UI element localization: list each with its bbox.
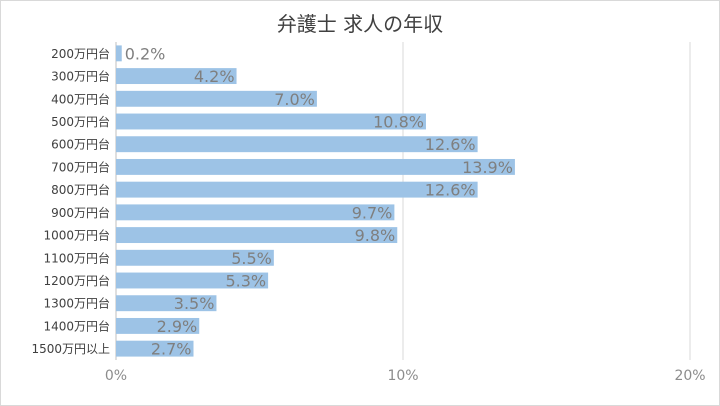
bar — [116, 90, 317, 107]
chart-title: 弁護士 求人の年収 — [276, 12, 444, 36]
category-label: 900万円台 — [51, 205, 110, 220]
bars — [116, 45, 515, 357]
x-tick-label: 20% — [674, 368, 705, 384]
bar — [116, 158, 515, 175]
data-labels: 0.2%4.2%7.0%10.8%12.6%13.9%12.6%9.7%9.8%… — [125, 44, 513, 358]
bar — [116, 317, 200, 334]
data-label: 3.5% — [174, 294, 215, 313]
category-label: 200万円台 — [51, 46, 110, 61]
data-label: 12.6% — [425, 181, 476, 200]
category-label: 1000万円台 — [43, 228, 110, 243]
data-label: 13.9% — [462, 158, 513, 177]
category-label: 1200万円台 — [43, 273, 110, 288]
data-label: 12.6% — [425, 135, 476, 154]
data-label: 9.8% — [355, 226, 396, 245]
data-label: 5.5% — [231, 249, 272, 268]
bar — [116, 204, 395, 221]
bar — [116, 181, 478, 198]
data-label: 2.7% — [151, 340, 192, 359]
bar — [116, 68, 237, 85]
data-label: 5.3% — [225, 272, 266, 291]
bar — [116, 136, 478, 153]
bar — [116, 45, 122, 62]
category-label: 800万円台 — [51, 182, 110, 197]
category-label: 1400万円台 — [43, 318, 110, 333]
data-label: 0.2% — [125, 44, 166, 63]
category-label: 600万円台 — [51, 137, 110, 152]
data-label: 4.2% — [194, 67, 235, 86]
category-label: 1500万円以上 — [31, 342, 110, 356]
bar — [116, 340, 194, 357]
x-tick-label: 10% — [387, 368, 418, 384]
category-label: 400万円台 — [51, 91, 110, 106]
bar — [116, 249, 274, 266]
data-label: 10.8% — [373, 113, 424, 132]
category-label: 300万円台 — [51, 69, 110, 84]
data-label: 7.0% — [274, 90, 315, 109]
bar — [116, 113, 426, 130]
x-tick-label: 0% — [105, 368, 127, 384]
category-label: 1100万円台 — [43, 250, 110, 265]
x-tick-labels: 0% 10% 20% — [105, 368, 706, 384]
category-label: 700万円台 — [51, 159, 110, 174]
category-label: 1300万円台 — [43, 296, 110, 311]
data-label: 9.7% — [352, 203, 393, 222]
category-labels: 200万円台 300万円台 400万円台 500万円台 600万円台 700万円台 800万… — [31, 46, 110, 356]
bar — [116, 272, 269, 289]
data-label: 2.9% — [157, 317, 198, 336]
category-label: 500万円台 — [51, 114, 110, 129]
bar — [116, 295, 217, 312]
bar — [116, 227, 398, 244]
